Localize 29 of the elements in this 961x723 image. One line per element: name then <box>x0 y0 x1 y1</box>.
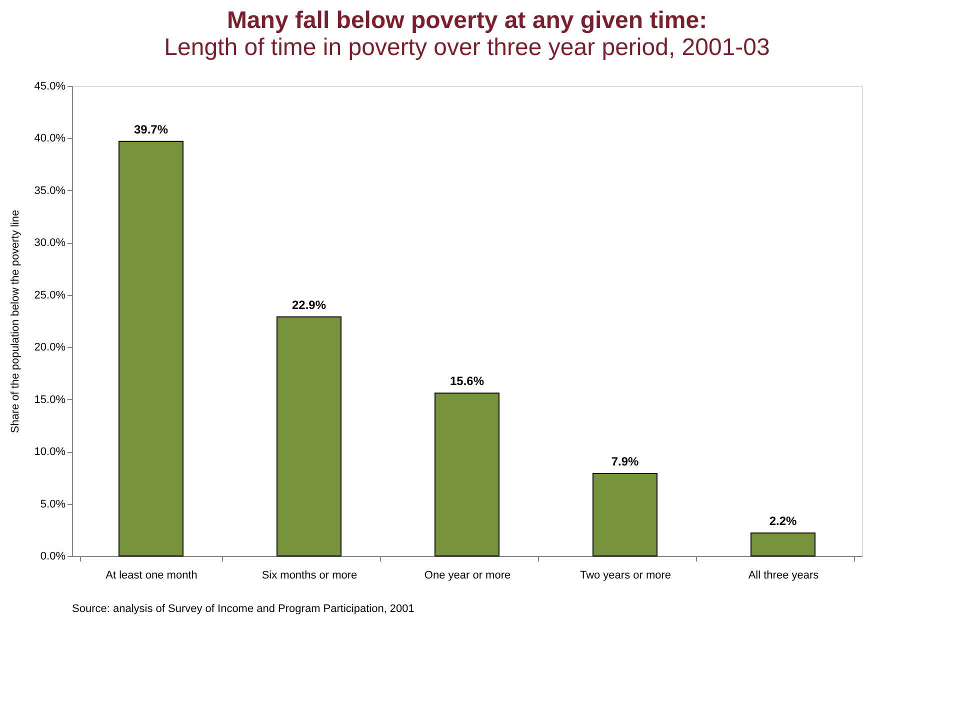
chart-subtitle: Length of time in poverty over three year period, 2001-03 <box>164 34 770 61</box>
y-axis-title: Share of the population below the poverty line <box>9 210 22 434</box>
y-tick-label: 45.0% <box>34 80 66 92</box>
bar <box>592 472 658 556</box>
x-tick-label: One year or more <box>424 570 511 582</box>
y-tick-label: 40.0% <box>34 132 66 145</box>
y-tick-label: 5.0% <box>40 498 66 510</box>
x-tick-label: At least one month <box>106 570 198 582</box>
data-label: 22.9% <box>292 298 326 312</box>
y-tick-label: 30.0% <box>34 237 66 250</box>
x-tick-label: Six months or more <box>262 570 358 582</box>
y-tick-label: 20.0% <box>34 342 66 354</box>
chart-title: Many fall below poverty at any given time: <box>226 7 708 34</box>
x-tick-label: All three years <box>748 570 820 582</box>
data-label: 2.2% <box>769 514 797 528</box>
y-tick-label: 0.0% <box>40 550 66 562</box>
y-tick-label: 10.0% <box>34 446 66 458</box>
bar <box>276 316 342 556</box>
x-tick-label: Two years or more <box>580 570 672 582</box>
source-note: Source: analysis of Survey of Income and Program Participation, 2001 <box>72 603 414 615</box>
y-tick-label: 15.0% <box>34 394 66 406</box>
bar <box>750 532 816 556</box>
y-tick-label: 25.0% <box>34 289 66 302</box>
bar <box>118 140 184 556</box>
data-label: 15.6% <box>450 374 484 388</box>
data-label: 39.7% <box>134 122 168 136</box>
bar <box>434 392 500 556</box>
y-tick-label: 35.0% <box>34 184 66 197</box>
data-label: 7.9% <box>611 454 639 468</box>
